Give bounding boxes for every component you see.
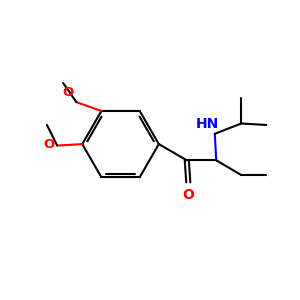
- Text: HN: HN: [196, 117, 219, 131]
- Text: O: O: [44, 138, 55, 151]
- Text: O: O: [182, 188, 194, 202]
- Text: O: O: [63, 85, 74, 99]
